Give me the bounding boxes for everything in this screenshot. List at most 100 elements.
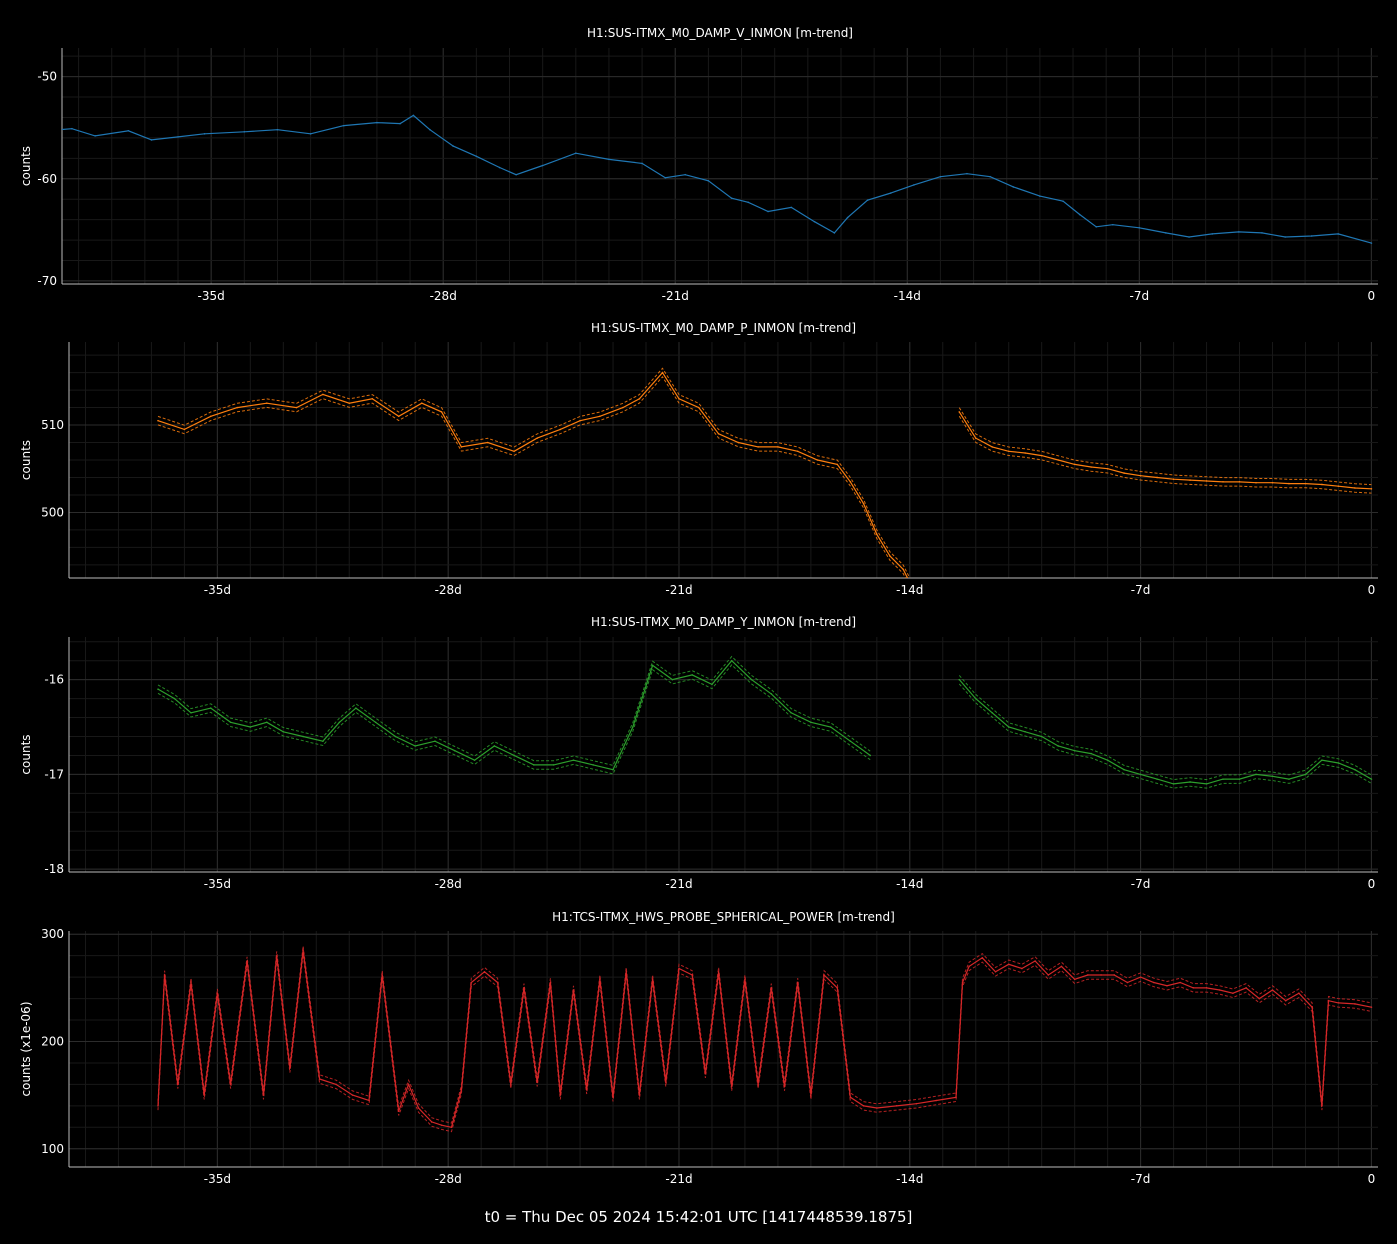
data-point bbox=[1138, 227, 1141, 229]
figure-footer: t0 = Thu Dec 05 2024 15:42:01 UTC [14174… bbox=[484, 1208, 913, 1226]
data-point bbox=[783, 1085, 786, 1088]
data-point bbox=[989, 175, 991, 178]
data-point bbox=[1090, 466, 1092, 468]
data-point bbox=[1123, 472, 1125, 474]
data-point bbox=[203, 1094, 205, 1096]
data-point bbox=[475, 155, 478, 158]
data-point bbox=[1189, 781, 1191, 783]
y-tick-label: 200 bbox=[41, 1034, 64, 1048]
data-point bbox=[612, 1096, 614, 1099]
data-point bbox=[991, 712, 994, 714]
chart-panel-4: -35d -28d -21d -14d -7d 0 100 200 300 H1:TCS-ITMX… bbox=[19, 910, 1378, 1186]
data-point bbox=[1062, 200, 1064, 203]
series-line bbox=[958, 679, 1372, 785]
y-tick-label: 300 bbox=[41, 927, 64, 941]
data-point bbox=[661, 371, 664, 374]
data-point bbox=[348, 402, 351, 404]
data-point bbox=[1321, 483, 1323, 486]
data-point bbox=[1370, 778, 1373, 780]
data-point bbox=[1113, 974, 1116, 976]
data-point bbox=[846, 216, 849, 219]
data-point bbox=[1047, 974, 1050, 976]
chart-panel-2: -35d -28d -21d -14d -7d 0 500 510 H1:SUS-ITMX_M0… bbox=[19, 321, 1378, 597]
data-point bbox=[1024, 452, 1026, 454]
data-point bbox=[157, 688, 159, 690]
data-point bbox=[747, 201, 749, 204]
data-point bbox=[790, 206, 793, 209]
data-point bbox=[1311, 1006, 1313, 1008]
x-tick-label: 0 bbox=[1368, 583, 1376, 597]
data-point bbox=[1156, 476, 1158, 479]
x-tick-label: -14d bbox=[896, 1172, 923, 1186]
data-point bbox=[750, 678, 753, 681]
data-point bbox=[190, 712, 192, 714]
data-point bbox=[691, 974, 693, 976]
x-tick-label: -7d bbox=[1131, 1172, 1151, 1186]
series-envelope-line bbox=[157, 367, 911, 578]
data-point bbox=[536, 1081, 539, 1084]
data-point bbox=[275, 954, 278, 957]
x-tick-label: -7d bbox=[1130, 289, 1150, 303]
data-point bbox=[322, 393, 324, 396]
data-point bbox=[869, 754, 872, 757]
data-point bbox=[302, 949, 304, 952]
data-point bbox=[163, 974, 166, 976]
data-point bbox=[955, 1096, 957, 1099]
data-point bbox=[599, 415, 601, 418]
data-point bbox=[575, 152, 577, 155]
data-point bbox=[974, 697, 977, 700]
data-point bbox=[1165, 232, 1167, 234]
data-point bbox=[460, 1088, 463, 1091]
data-point bbox=[209, 415, 212, 418]
data-point bbox=[829, 726, 832, 728]
data-point bbox=[266, 402, 268, 404]
data-point bbox=[810, 1094, 812, 1096]
data-point bbox=[549, 981, 552, 984]
data-point bbox=[440, 411, 443, 413]
data-point bbox=[876, 533, 878, 536]
y-tick-label: 100 bbox=[41, 1142, 64, 1156]
data-point bbox=[412, 114, 415, 117]
data-point bbox=[302, 735, 304, 738]
series-line bbox=[157, 659, 871, 771]
data-point bbox=[513, 450, 515, 453]
data-point bbox=[460, 446, 463, 448]
data-point bbox=[203, 133, 206, 135]
data-point bbox=[523, 987, 525, 989]
data-point bbox=[981, 957, 984, 959]
data-point bbox=[342, 124, 345, 127]
data-point bbox=[1073, 463, 1076, 466]
data-point bbox=[770, 987, 773, 989]
data-point bbox=[229, 1083, 232, 1086]
data-point bbox=[1245, 987, 1247, 989]
data-point bbox=[813, 220, 816, 223]
data-point bbox=[440, 1124, 443, 1126]
data-point bbox=[429, 128, 431, 131]
data-point bbox=[902, 568, 904, 571]
data-point bbox=[1123, 768, 1125, 771]
series-envelope-line bbox=[157, 664, 871, 775]
data-point bbox=[691, 674, 693, 676]
data-point bbox=[913, 184, 915, 186]
data-point bbox=[229, 721, 232, 724]
data-point bbox=[338, 721, 341, 724]
data-point bbox=[572, 759, 575, 761]
data-point bbox=[1040, 454, 1043, 457]
x-tick-label: -35d bbox=[204, 583, 231, 597]
data-point bbox=[1354, 768, 1356, 771]
data-point bbox=[1179, 981, 1181, 984]
series-group bbox=[62, 114, 1373, 244]
data-point bbox=[1321, 1105, 1323, 1107]
data-point bbox=[246, 960, 248, 962]
data-point bbox=[1090, 752, 1092, 755]
data-point bbox=[939, 175, 942, 178]
x-tick-label: -35d bbox=[204, 877, 231, 891]
y-axis-label: counts bbox=[19, 146, 33, 186]
data-point bbox=[394, 735, 397, 738]
data-point bbox=[757, 1083, 759, 1086]
data-point bbox=[1166, 984, 1168, 987]
data-point bbox=[1024, 730, 1026, 733]
y-tick-label: 500 bbox=[41, 505, 64, 519]
chart-panel-3: -35d -28d -21d -14d -7d 0 -18 -17 -16 H1:SUS-ITMX… bbox=[19, 615, 1378, 891]
